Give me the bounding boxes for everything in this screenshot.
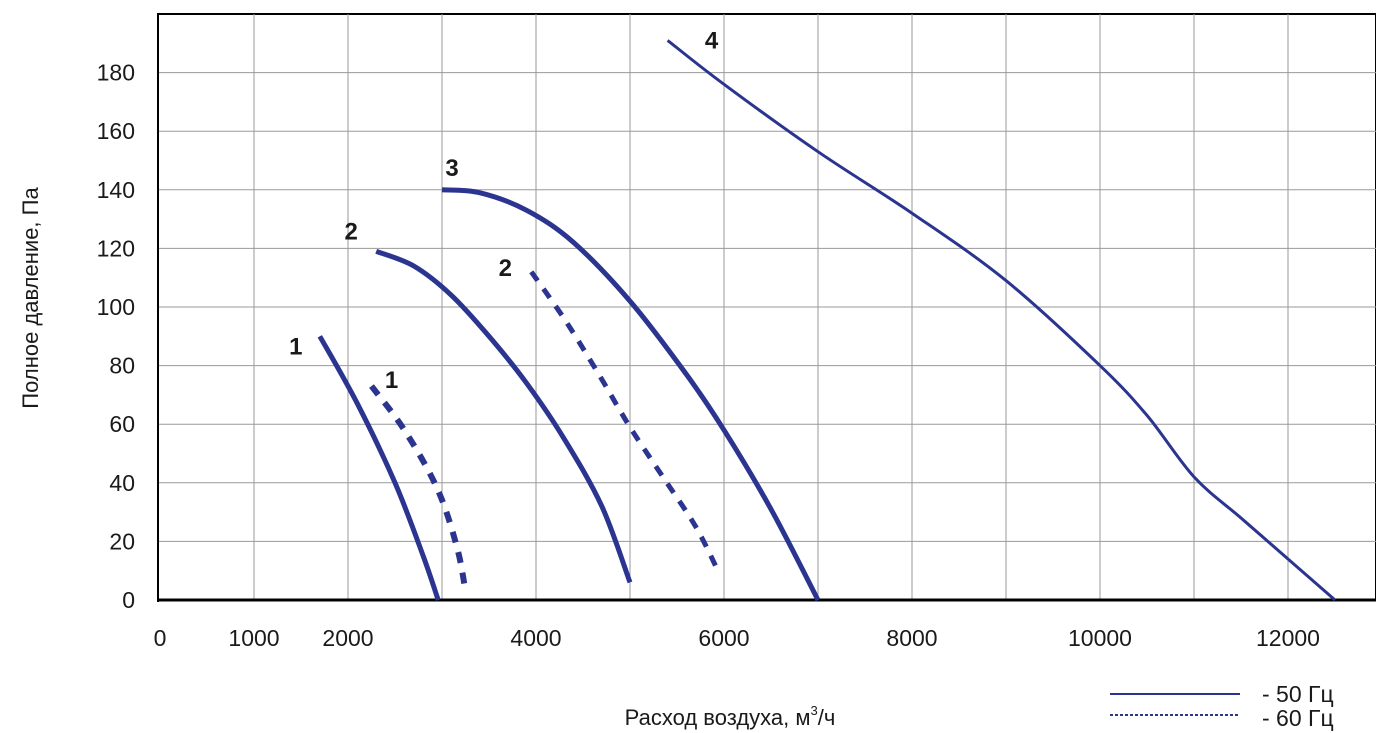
y-tick-labels: 0 20 40 60 80 100 120 140 160 180 <box>97 60 135 613</box>
x-axis-label-tail: /ч <box>818 705 836 730</box>
x-axis-label-main: Расход воздуха, м <box>625 705 811 730</box>
x-tick-label: 4000 <box>510 625 561 651</box>
x-tick-label: 10000 <box>1068 625 1132 651</box>
x-axis-label-sup: 3 <box>811 703 818 718</box>
y-tick-label: 100 <box>97 294 135 320</box>
axes <box>157 14 1376 602</box>
y-tick-label: 140 <box>97 177 135 203</box>
curve-4-solid <box>666 39 1336 602</box>
curve-label-1: 1 <box>385 367 398 394</box>
y-tick-label: 20 <box>109 528 135 554</box>
x-tick-label: 8000 <box>886 625 937 651</box>
curve-1-dashed <box>369 384 469 592</box>
legend: - 50 Гц - 60 Гц <box>1110 681 1334 731</box>
curve-2-solid <box>375 248 633 584</box>
grid <box>158 14 1376 600</box>
y-tick-label: 180 <box>97 60 135 86</box>
curves <box>317 39 1336 602</box>
curve-2-dashed <box>529 270 722 575</box>
curve-labels: 1 1 2 2 3 4 <box>289 27 719 394</box>
legend-label-60hz: - 60 Гц <box>1262 705 1334 731</box>
curve-label-1: 1 <box>289 333 302 360</box>
x-tick-label: 0 <box>154 625 167 651</box>
x-tick-label: 6000 <box>698 625 749 651</box>
curve-3-solid <box>441 187 821 602</box>
x-tick-label: 2000 <box>322 625 373 651</box>
curve-label-2: 2 <box>345 218 358 245</box>
y-tick-label: 60 <box>109 411 135 437</box>
y-tick-label: 120 <box>97 235 135 261</box>
curve-label-4: 4 <box>705 27 719 54</box>
y-tick-label: 0 <box>122 587 135 613</box>
y-axis-label: Полное давление, Па <box>18 187 43 409</box>
legend-label-50hz: - 50 Гц <box>1262 681 1334 707</box>
y-tick-label: 160 <box>97 118 135 144</box>
x-tick-label: 1000 <box>228 625 279 651</box>
x-tick-labels: 0 1000 2000 4000 6000 8000 10000 12000 <box>154 625 1320 651</box>
x-axis-label: Расход воздуха, м3/ч <box>625 703 836 730</box>
x-tick-label: 12000 <box>1256 625 1320 651</box>
curve-label-3: 3 <box>445 155 458 182</box>
y-tick-label: 80 <box>109 353 135 379</box>
curve-label-2: 2 <box>499 255 512 282</box>
y-tick-label: 40 <box>109 470 135 496</box>
curve-1-solid <box>317 335 441 601</box>
